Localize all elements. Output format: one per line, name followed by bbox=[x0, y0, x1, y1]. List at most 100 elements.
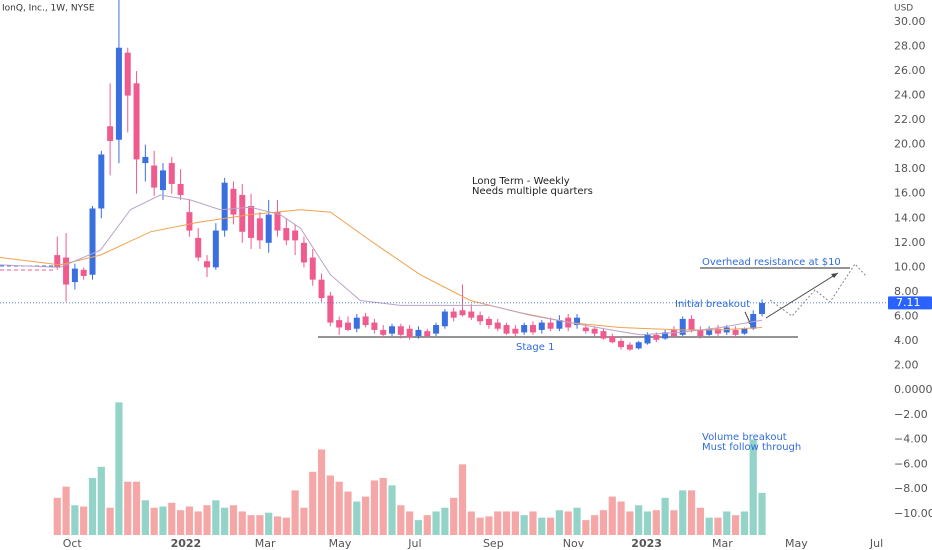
y-tick-label: 8.00 bbox=[894, 285, 919, 298]
x-tick-label: 2022 bbox=[171, 537, 202, 550]
volume-bar bbox=[150, 507, 158, 535]
volume-bar bbox=[379, 477, 387, 535]
candle-body bbox=[124, 52, 131, 96]
candle-body bbox=[679, 318, 686, 335]
volume-bar bbox=[450, 497, 458, 535]
y-tick-label: 12.00 bbox=[894, 236, 926, 249]
y2-tick-label: −4.00 bbox=[894, 433, 928, 446]
volume-bar bbox=[300, 507, 308, 535]
y-tick-label: 18.00 bbox=[894, 162, 926, 175]
candle-body bbox=[195, 237, 202, 258]
volume-bar bbox=[353, 501, 361, 535]
annotation: Stage 1 bbox=[516, 342, 554, 353]
candle-body bbox=[389, 326, 396, 334]
candle-body bbox=[529, 325, 536, 333]
candle-body bbox=[759, 302, 766, 314]
candle-body bbox=[468, 311, 475, 318]
candle-body bbox=[159, 170, 166, 191]
volume-bar bbox=[221, 507, 229, 535]
candle-body bbox=[151, 165, 158, 188]
candle-body bbox=[318, 279, 325, 299]
candle-body bbox=[406, 328, 413, 338]
y-tick-label: 14.00 bbox=[894, 211, 926, 224]
candle-body bbox=[609, 336, 616, 343]
candle-body bbox=[168, 163, 175, 184]
volume-bar bbox=[194, 511, 202, 535]
volume-bar bbox=[335, 481, 343, 535]
volume-bar bbox=[62, 486, 70, 535]
volume-bar bbox=[115, 402, 123, 535]
annotation: Needs multiple quarters bbox=[472, 186, 593, 197]
candle-body bbox=[512, 328, 519, 334]
candle-body bbox=[54, 255, 61, 268]
volume-bar bbox=[538, 517, 546, 535]
volume-bar bbox=[758, 492, 766, 535]
candle-body bbox=[441, 311, 448, 327]
volume-bar bbox=[238, 511, 246, 535]
candle-body bbox=[424, 331, 431, 337]
candle-body bbox=[274, 212, 281, 231]
currency-label: USD bbox=[894, 4, 913, 14]
candle-body bbox=[547, 322, 554, 329]
candle-body bbox=[635, 342, 642, 349]
candle-body bbox=[256, 218, 263, 241]
volume-bar bbox=[687, 490, 696, 535]
volume-bar bbox=[414, 520, 423, 535]
volume-bar bbox=[309, 471, 317, 535]
candle-body bbox=[485, 318, 492, 326]
arrow-head bbox=[831, 273, 838, 278]
volume-bar bbox=[441, 507, 449, 535]
volume-bar bbox=[256, 515, 264, 535]
candle-body bbox=[133, 83, 140, 160]
candle-body bbox=[63, 257, 70, 285]
volume-bar bbox=[599, 510, 608, 535]
volume-bar bbox=[564, 511, 572, 535]
candle-body bbox=[521, 325, 528, 333]
candle-body bbox=[362, 316, 369, 326]
annotation: Long Term - Weekly bbox=[472, 176, 570, 187]
moving-average bbox=[0, 194, 763, 336]
candle-body bbox=[653, 334, 660, 340]
volume-bar bbox=[168, 502, 176, 535]
volume-bar bbox=[388, 485, 396, 535]
volume-bar bbox=[546, 517, 555, 535]
volume-bar bbox=[652, 510, 660, 535]
candle-body bbox=[230, 188, 237, 215]
candle-body bbox=[115, 47, 122, 140]
x-tick-label: 2023 bbox=[631, 537, 662, 550]
candle-body bbox=[309, 257, 316, 280]
x-tick-label: Jul bbox=[869, 537, 883, 550]
volume-bar bbox=[317, 449, 326, 535]
candle-body bbox=[327, 295, 334, 323]
y-tick-label: 24.00 bbox=[894, 89, 926, 102]
candle-body bbox=[397, 326, 404, 335]
candle-body bbox=[353, 317, 360, 329]
volume-bar bbox=[740, 511, 749, 535]
candle-body bbox=[662, 332, 669, 339]
candle-body bbox=[292, 230, 299, 241]
volume-bar bbox=[467, 511, 475, 535]
candle-body bbox=[688, 318, 695, 330]
y-tick-label: 22.00 bbox=[894, 113, 926, 126]
y2-tick-label: −8.00 bbox=[894, 482, 928, 495]
annotation: Must follow through bbox=[702, 442, 801, 453]
volume-bar bbox=[397, 505, 405, 535]
volume-bar bbox=[432, 511, 440, 535]
volume-bar bbox=[229, 505, 238, 535]
volume-bar bbox=[705, 517, 713, 535]
volume-bar bbox=[679, 490, 687, 535]
y-tick-label: 2.00 bbox=[894, 359, 919, 372]
arrow bbox=[765, 272, 839, 319]
candle-body bbox=[177, 183, 184, 195]
x-tick-label: Nov bbox=[563, 537, 585, 550]
volume-bar bbox=[617, 501, 625, 535]
candle-body bbox=[248, 206, 255, 238]
candle-body bbox=[300, 242, 307, 263]
volume-bar bbox=[361, 496, 370, 535]
candle-body bbox=[71, 268, 78, 283]
volume-bar bbox=[458, 464, 467, 535]
volume-bar bbox=[282, 517, 290, 535]
volume-bar bbox=[485, 516, 493, 535]
candle-body bbox=[556, 320, 563, 329]
last-price-label: 7.11 bbox=[896, 296, 921, 309]
